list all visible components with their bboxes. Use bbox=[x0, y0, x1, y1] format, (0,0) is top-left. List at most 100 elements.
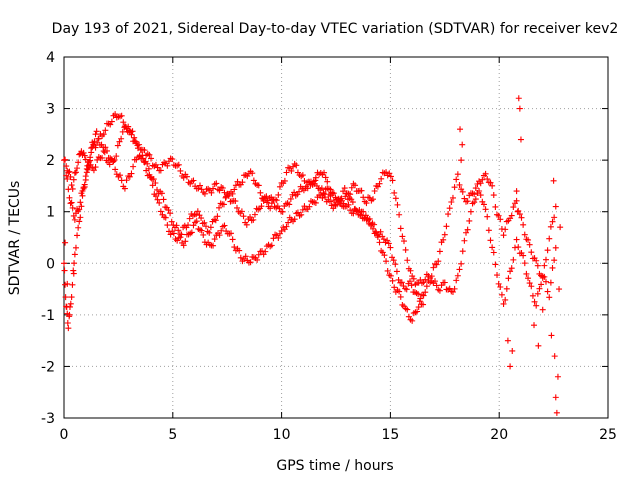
data-point bbox=[404, 257, 411, 264]
data-point bbox=[552, 244, 559, 251]
data-point bbox=[415, 304, 422, 311]
data-point bbox=[553, 409, 560, 416]
data-point bbox=[456, 181, 463, 188]
x-tick-label: 20 bbox=[490, 427, 508, 443]
data-point bbox=[510, 204, 517, 211]
data-point bbox=[507, 268, 514, 275]
data-point bbox=[471, 191, 478, 198]
data-point bbox=[210, 242, 217, 249]
data-point bbox=[61, 260, 67, 267]
data-point bbox=[454, 272, 461, 279]
data-point bbox=[552, 394, 559, 401]
data-point bbox=[410, 275, 417, 282]
data-point bbox=[494, 272, 501, 279]
data-point bbox=[392, 261, 399, 268]
data-point bbox=[145, 165, 152, 172]
data-point bbox=[340, 188, 347, 195]
data-point bbox=[216, 232, 223, 239]
data-point bbox=[544, 247, 551, 254]
data-point bbox=[535, 342, 542, 349]
data-point bbox=[148, 155, 155, 162]
data-point bbox=[321, 169, 328, 176]
data-point bbox=[123, 177, 130, 184]
data-point bbox=[547, 223, 554, 230]
data-point bbox=[208, 189, 215, 196]
data-point bbox=[352, 182, 359, 189]
data-point bbox=[162, 214, 169, 221]
data-point bbox=[70, 270, 77, 277]
data-point bbox=[299, 172, 306, 179]
data-point bbox=[168, 218, 175, 225]
data-point bbox=[547, 279, 554, 286]
data-point bbox=[291, 189, 298, 196]
data-point bbox=[249, 170, 256, 177]
data-point bbox=[330, 197, 337, 204]
data-point bbox=[423, 283, 430, 290]
data-point bbox=[269, 196, 276, 203]
data-point bbox=[232, 198, 239, 205]
data-point bbox=[222, 194, 229, 201]
data-point bbox=[92, 131, 99, 138]
data-point bbox=[318, 185, 325, 192]
data-point bbox=[502, 296, 509, 303]
data-point bbox=[422, 276, 429, 283]
data-point bbox=[298, 211, 305, 218]
data-point bbox=[65, 325, 72, 332]
data-point bbox=[445, 211, 452, 218]
data-point bbox=[327, 198, 334, 205]
data-point bbox=[164, 222, 171, 229]
data-point bbox=[201, 219, 208, 226]
data-point bbox=[291, 216, 298, 223]
data-point bbox=[206, 229, 213, 236]
data-point bbox=[457, 126, 464, 133]
data-point bbox=[72, 244, 79, 251]
data-point bbox=[551, 353, 558, 360]
data-point bbox=[258, 203, 265, 210]
data-point bbox=[456, 266, 463, 273]
data-point bbox=[278, 227, 285, 234]
data-point bbox=[247, 259, 254, 266]
data-point bbox=[198, 215, 205, 222]
data-point bbox=[369, 225, 376, 232]
data-point bbox=[441, 231, 448, 238]
data-point bbox=[154, 164, 161, 171]
data-point bbox=[144, 160, 151, 167]
data-point bbox=[76, 218, 83, 225]
data-point bbox=[436, 248, 443, 255]
data-point bbox=[449, 289, 456, 296]
data-point bbox=[102, 127, 109, 134]
data-point bbox=[420, 292, 427, 299]
data-point bbox=[221, 189, 228, 196]
data-point bbox=[459, 141, 466, 148]
data-point bbox=[77, 199, 84, 206]
data-point bbox=[312, 199, 319, 206]
data-point bbox=[118, 135, 125, 142]
data-point bbox=[377, 228, 384, 235]
data-point bbox=[243, 221, 250, 228]
data-point bbox=[250, 177, 257, 184]
data-point bbox=[216, 187, 223, 194]
data-point bbox=[299, 206, 306, 213]
data-point bbox=[521, 231, 528, 238]
data-point bbox=[129, 128, 136, 135]
data-point bbox=[67, 173, 74, 180]
data-point bbox=[257, 189, 264, 196]
data-point bbox=[175, 227, 182, 234]
data-point bbox=[268, 200, 275, 207]
data-point bbox=[250, 216, 257, 223]
y-tick-labels: -3 -2 -1 0 1 2 3 4 bbox=[41, 50, 55, 427]
data-point bbox=[68, 182, 75, 189]
data-point bbox=[114, 142, 121, 149]
data-point bbox=[342, 193, 349, 200]
data-point bbox=[490, 249, 497, 256]
data-point bbox=[263, 193, 270, 200]
data-point bbox=[178, 231, 185, 238]
data-point bbox=[349, 199, 356, 206]
data-point bbox=[100, 131, 107, 138]
data-point bbox=[454, 171, 461, 178]
data-point bbox=[99, 154, 106, 161]
data-point bbox=[472, 185, 479, 192]
data-point bbox=[167, 210, 174, 217]
data-point bbox=[154, 186, 161, 193]
data-point bbox=[492, 261, 499, 268]
